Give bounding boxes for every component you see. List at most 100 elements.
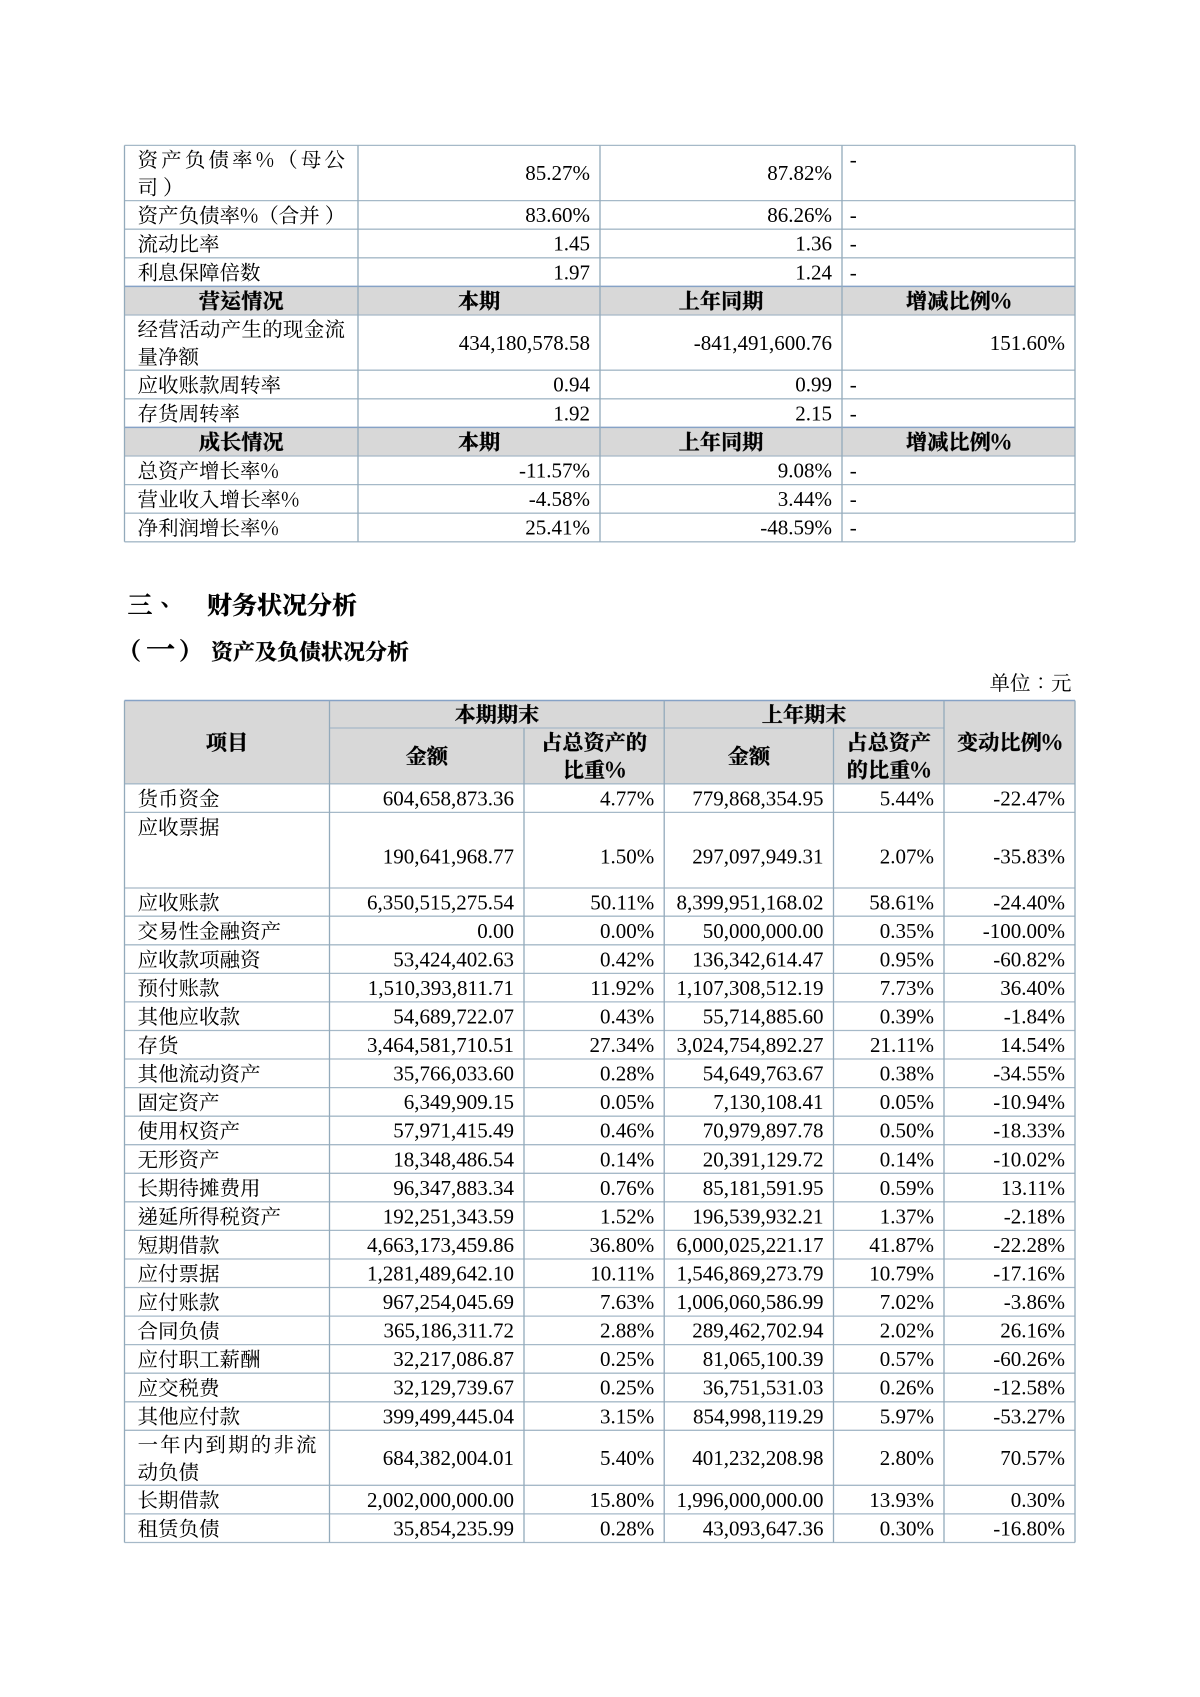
- svg-text:0.95%: 0.95%: [880, 947, 934, 971]
- svg-text:1.45: 1.45: [553, 232, 590, 256]
- svg-text:0.99: 0.99: [795, 373, 832, 397]
- svg-text:-48.59%: -48.59%: [760, 516, 832, 540]
- svg-text:11.92%: 11.92%: [590, 976, 654, 1000]
- svg-text:27.34%: 27.34%: [589, 1033, 654, 1057]
- svg-text:967,254,045.69: 967,254,045.69: [383, 1290, 514, 1314]
- svg-text:-1.84%: -1.84%: [1004, 1005, 1065, 1029]
- svg-text:0.43%: 0.43%: [600, 1005, 654, 1029]
- svg-text:0.28%: 0.28%: [600, 1062, 654, 1086]
- svg-text:6,349,909.15: 6,349,909.15: [404, 1090, 514, 1114]
- svg-text:2.07%: 2.07%: [880, 844, 934, 868]
- svg-text:-60.82%: -60.82%: [993, 947, 1065, 971]
- svg-text:-: -: [850, 373, 857, 397]
- svg-text:9.08%: 9.08%: [778, 459, 832, 483]
- svg-text:1.52%: 1.52%: [600, 1204, 654, 1228]
- svg-text:-: -: [850, 260, 857, 284]
- svg-text:196,539,932.21: 196,539,932.21: [692, 1204, 823, 1228]
- svg-text:2,002,000,000.00: 2,002,000,000.00: [367, 1488, 514, 1512]
- svg-text:-: -: [850, 401, 857, 425]
- svg-text:21.11%: 21.11%: [870, 1033, 934, 1057]
- svg-text:32,217,086.87: 32,217,086.87: [393, 1347, 514, 1371]
- svg-text:18,348,486.54: 18,348,486.54: [393, 1147, 514, 1171]
- svg-text:-12.58%: -12.58%: [993, 1376, 1065, 1400]
- svg-text:54,649,763.67: 54,649,763.67: [703, 1062, 824, 1086]
- svg-text:36,751,531.03: 36,751,531.03: [703, 1376, 824, 1400]
- svg-text:1,107,308,512.19: 1,107,308,512.19: [677, 976, 824, 1000]
- svg-text:401,232,208.98: 401,232,208.98: [692, 1446, 823, 1470]
- svg-text:5.97%: 5.97%: [880, 1404, 934, 1428]
- svg-text:0.42%: 0.42%: [600, 947, 654, 971]
- svg-text:604,658,873.36: 604,658,873.36: [383, 786, 514, 810]
- svg-text:53,424,402.63: 53,424,402.63: [393, 947, 514, 971]
- svg-text:0.35%: 0.35%: [880, 919, 934, 943]
- svg-text:-: -: [850, 487, 857, 511]
- svg-text:1.36: 1.36: [795, 232, 832, 256]
- svg-text:7.02%: 7.02%: [880, 1290, 934, 1314]
- svg-text:35,854,235.99: 35,854,235.99: [393, 1517, 514, 1541]
- svg-text:1.37%: 1.37%: [880, 1204, 934, 1228]
- svg-text:779,868,354.95: 779,868,354.95: [692, 786, 823, 810]
- svg-text:7,130,108.41: 7,130,108.41: [713, 1090, 823, 1114]
- svg-text:36.40%: 36.40%: [1000, 976, 1065, 1000]
- svg-text:434,180,578.58: 434,180,578.58: [459, 331, 590, 355]
- svg-text:-11.57%: -11.57%: [519, 459, 590, 483]
- svg-text:1,546,869,273.79: 1,546,869,273.79: [677, 1262, 824, 1286]
- svg-text:83.60%: 83.60%: [525, 203, 590, 227]
- svg-text:0.14%: 0.14%: [600, 1147, 654, 1171]
- svg-text:-53.27%: -53.27%: [993, 1404, 1065, 1428]
- svg-text:-24.40%: -24.40%: [993, 890, 1065, 914]
- svg-text:87.82%: 87.82%: [767, 161, 832, 185]
- svg-text:96,347,883.34: 96,347,883.34: [393, 1176, 514, 1200]
- svg-text:35,766,033.60: 35,766,033.60: [393, 1062, 514, 1086]
- svg-text:0.05%: 0.05%: [880, 1090, 934, 1114]
- svg-text:5.44%: 5.44%: [880, 786, 934, 810]
- svg-text:0.50%: 0.50%: [880, 1119, 934, 1143]
- svg-text:2.02%: 2.02%: [880, 1319, 934, 1343]
- svg-text:-22.47%: -22.47%: [993, 786, 1065, 810]
- svg-text:70.57%: 70.57%: [1000, 1446, 1065, 1470]
- svg-text:136,342,614.47: 136,342,614.47: [692, 947, 823, 971]
- svg-text:43,093,647.36: 43,093,647.36: [703, 1517, 824, 1541]
- svg-text:-18.33%: -18.33%: [993, 1119, 1065, 1143]
- svg-text:-17.16%: -17.16%: [993, 1262, 1065, 1286]
- svg-text:3.15%: 3.15%: [600, 1404, 654, 1428]
- svg-text:-: -: [850, 232, 857, 256]
- svg-text:32,129,739.67: 32,129,739.67: [393, 1376, 514, 1400]
- svg-text:14.54%: 14.54%: [1000, 1033, 1065, 1057]
- svg-text:1,996,000,000.00: 1,996,000,000.00: [677, 1488, 824, 1512]
- svg-text:-: -: [850, 516, 857, 540]
- svg-text:1.97: 1.97: [553, 260, 590, 284]
- svg-text:-2.18%: -2.18%: [1004, 1204, 1065, 1228]
- svg-text:3.44%: 3.44%: [778, 487, 832, 511]
- svg-text:1.24: 1.24: [795, 260, 832, 284]
- svg-text:151.60%: 151.60%: [990, 331, 1065, 355]
- svg-text:58.61%: 58.61%: [869, 890, 934, 914]
- svg-text:0.00: 0.00: [477, 919, 514, 943]
- svg-text:6,350,515,275.54: 6,350,515,275.54: [367, 890, 515, 914]
- svg-text:-: -: [850, 203, 857, 227]
- svg-text:-: -: [850, 147, 857, 171]
- svg-text:10.11%: 10.11%: [590, 1262, 654, 1286]
- svg-text:85.27%: 85.27%: [525, 161, 590, 185]
- svg-text:-841,491,600.76: -841,491,600.76: [694, 331, 832, 355]
- svg-text:0.00%: 0.00%: [600, 919, 654, 943]
- svg-text:0.94: 0.94: [553, 373, 590, 397]
- svg-text:50,000,000.00: 50,000,000.00: [703, 919, 824, 943]
- svg-text:41.87%: 41.87%: [869, 1233, 934, 1257]
- svg-text:13.11%: 13.11%: [1001, 1176, 1065, 1200]
- svg-text:7.63%: 7.63%: [600, 1290, 654, 1314]
- svg-text:0.26%: 0.26%: [880, 1376, 934, 1400]
- svg-text:399,499,445.04: 399,499,445.04: [383, 1404, 515, 1428]
- svg-text:3,464,581,710.51: 3,464,581,710.51: [367, 1033, 514, 1057]
- svg-text:36.80%: 36.80%: [589, 1233, 654, 1257]
- svg-text:6,000,025,221.17: 6,000,025,221.17: [677, 1233, 824, 1257]
- svg-text:-10.94%: -10.94%: [993, 1090, 1065, 1114]
- svg-text:2.15: 2.15: [795, 401, 832, 425]
- svg-text:-100.00%: -100.00%: [983, 919, 1065, 943]
- svg-text:365,186,311.72: 365,186,311.72: [384, 1319, 514, 1343]
- svg-text:0.57%: 0.57%: [880, 1347, 934, 1371]
- svg-text:-: -: [850, 459, 857, 483]
- svg-text:57,971,415.49: 57,971,415.49: [393, 1119, 514, 1143]
- svg-text:8,399,951,168.02: 8,399,951,168.02: [677, 890, 824, 914]
- svg-text:13.93%: 13.93%: [869, 1488, 934, 1512]
